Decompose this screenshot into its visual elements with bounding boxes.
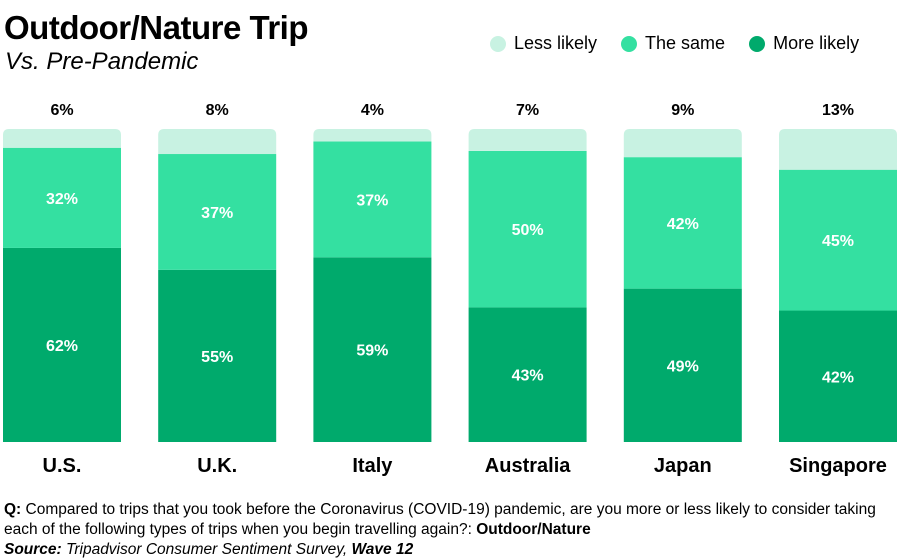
source-note: Source: Tripadvisor Consumer Sentiment S… [4, 540, 413, 560]
bar-singapore-less-likely [779, 129, 897, 170]
bar-u-s-more-likely [3, 247, 121, 442]
question-text: Compared to trips that you took before t… [4, 501, 876, 538]
value-label-italy-more-likely: 59% [356, 343, 388, 360]
value-label-singapore-less-likely: 13% [822, 102, 854, 119]
bar-u-s-the-same [3, 147, 121, 248]
bar-australia-the-same [468, 150, 587, 308]
value-label-u-s-less-likely: 6% [50, 102, 73, 119]
category-label-u-s: U.S. [43, 455, 82, 477]
value-label-italy-less-likely: 4% [361, 102, 384, 119]
value-label-italy-the-same: 37% [356, 192, 388, 209]
bar-japan-the-same [623, 157, 742, 289]
bar-japan-more-likely [623, 288, 742, 442]
value-label-u-s-the-same: 32% [46, 191, 78, 208]
bar-italy-the-same [313, 141, 432, 258]
value-label-u-k-less-likely: 8% [206, 102, 229, 119]
value-label-singapore-more-likely: 42% [822, 369, 854, 386]
question-topic: Outdoor/Nature [476, 521, 591, 538]
legend-label-more-likely: More likely [773, 33, 860, 53]
category-label-australia: Australia [485, 455, 571, 477]
legend-swatch-the-same [621, 35, 638, 52]
legend-swatch-less-likely [490, 35, 506, 52]
bar-australia-less-likely [468, 129, 587, 151]
bar-australia-more-likely [468, 307, 587, 442]
value-label-singapore-the-same: 45% [822, 233, 854, 250]
category-label-japan: Japan [654, 455, 712, 477]
source-wave: Wave 12 [351, 541, 414, 558]
bar-italy-more-likely [313, 257, 432, 442]
bar-singapore-the-same [779, 169, 897, 311]
bar-u-k-less-likely [158, 129, 277, 155]
legend-item-less-likely: Less likely [490, 33, 597, 54]
value-label-australia-less-likely: 7% [516, 102, 539, 119]
question-prefix: Q: [4, 501, 22, 518]
category-label-u-k: U.K. [197, 455, 237, 477]
value-label-u-k-more-likely: 55% [201, 349, 233, 366]
legend-label-the-same: The same [645, 33, 726, 53]
chart-legend: Less likely The same More likely [490, 33, 859, 54]
survey-question: Q: Compared to trips that you took befor… [4, 500, 896, 540]
legend-swatch-more-likely [749, 35, 766, 52]
value-label-australia-the-same: 50% [512, 222, 544, 239]
page-title: Outdoor/Nature Trip [4, 9, 309, 46]
source-text: Tripadvisor Consumer Sentiment Survey, [61, 541, 352, 558]
value-label-japan-less-likely: 9% [671, 102, 694, 119]
value-label-japan-the-same: 42% [667, 216, 699, 233]
legend-item-more-likely: More likely [749, 33, 859, 54]
bar-singapore-more-likely [779, 310, 897, 442]
bar-japan-less-likely [623, 129, 742, 158]
bar-u-k-the-same [158, 154, 277, 270]
page-subtitle: Vs. Pre-Pandemic [5, 48, 199, 75]
bar-u-s-less-likely [3, 129, 121, 148]
category-label-singapore: Singapore [789, 455, 887, 477]
legend-item-the-same: The same [621, 33, 725, 54]
bar-italy-less-likely [313, 129, 432, 142]
bar-u-k-more-likely [158, 269, 277, 442]
legend-label-less-likely: Less likely [514, 33, 598, 53]
value-label-japan-more-likely: 49% [667, 358, 699, 375]
value-label-u-s-more-likely: 62% [46, 338, 78, 355]
source-prefix: Source: [4, 541, 62, 558]
value-label-u-k-the-same: 37% [201, 205, 233, 222]
value-label-australia-more-likely: 43% [512, 368, 544, 385]
stacked-bar-chart: 62% 32% 6% U.S. 55% 37% 8% U.K. 59% 37% 4% Italy 43%… [3, 102, 897, 477]
category-label-italy: Italy [352, 455, 393, 477]
